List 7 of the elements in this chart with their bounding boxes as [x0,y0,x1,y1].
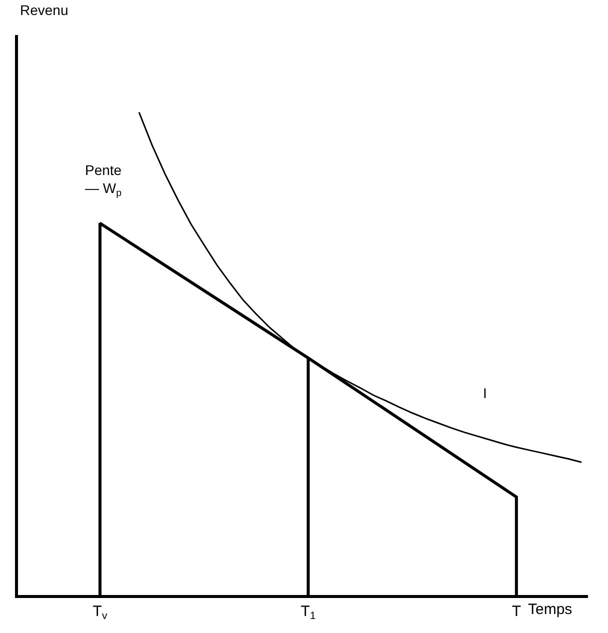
text: Revenu [20,2,68,18]
annotation: I [483,385,487,401]
x-tick-label: T$_{v}$ [92,603,108,622]
x-tick-label: T [512,603,522,620]
x-axis-title: Temps [528,601,572,618]
x-tick-label: T$_{1}$ [300,603,316,622]
annotation: Pente — W$_{p}$ [85,162,122,200]
